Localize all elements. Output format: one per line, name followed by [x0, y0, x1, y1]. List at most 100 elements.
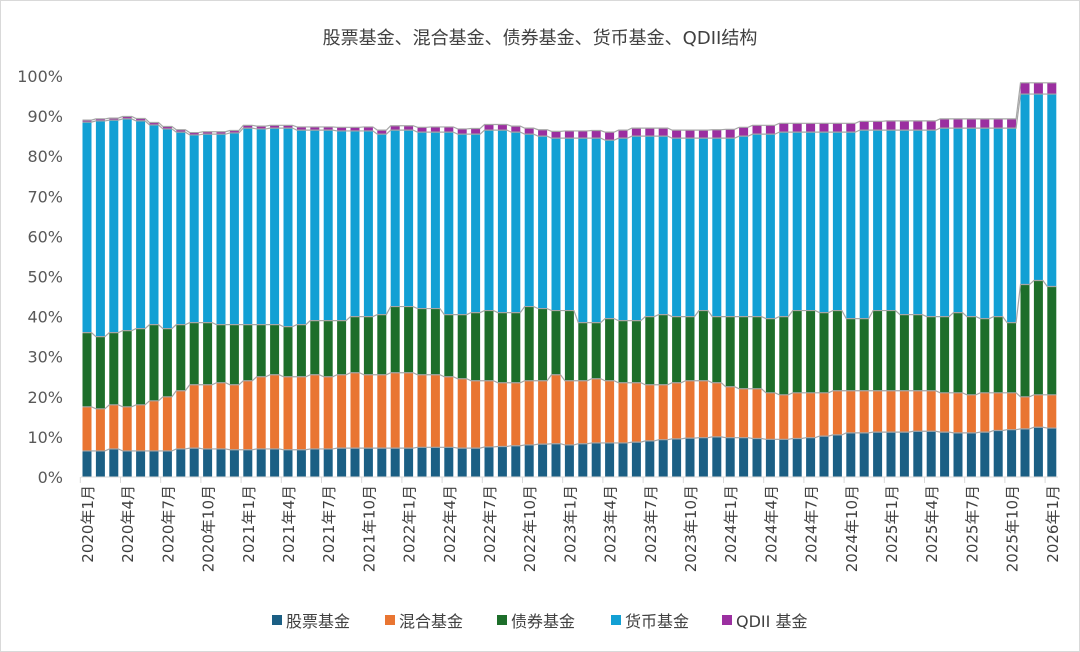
bar-segment — [832, 123, 842, 133]
bar-segment — [444, 376, 454, 448]
bar-segment — [658, 384, 668, 440]
bar-segment — [725, 316, 735, 387]
bar-segment — [457, 448, 467, 477]
bar-segment — [538, 308, 548, 381]
bar-segment — [779, 439, 789, 477]
bar-segment — [256, 448, 266, 477]
bar-segment — [511, 312, 521, 383]
bar-segment — [122, 330, 132, 407]
x-tick-label: 2021年7月 — [320, 485, 338, 563]
bar-segment — [229, 132, 239, 325]
bar-segment — [1007, 322, 1017, 393]
bar-segment — [645, 136, 655, 317]
x-tick-label: 2024年4月 — [762, 485, 780, 563]
bar-segment — [953, 128, 963, 313]
bar-segment — [725, 138, 735, 317]
bar-segment — [95, 118, 105, 121]
x-tick-label: 2020年4月 — [119, 485, 137, 563]
bar-segment — [176, 390, 186, 449]
bar-segment — [1033, 94, 1043, 281]
bar-segment — [497, 124, 507, 131]
x-tick-label: 2022年7月 — [481, 485, 499, 563]
bar-segment — [484, 446, 494, 477]
bar-segment — [296, 376, 306, 450]
bar-segment — [846, 318, 856, 391]
bar-segment — [712, 382, 722, 437]
bar-segment — [618, 382, 628, 443]
bar-segment — [819, 123, 829, 133]
bar-segment — [819, 312, 829, 393]
x-tick-label: 2024年1月 — [722, 485, 740, 563]
bar-segment — [122, 406, 132, 451]
bar-segment — [430, 374, 440, 448]
bar-segment — [229, 130, 239, 133]
bar-segment — [792, 438, 802, 477]
bar-segment — [363, 130, 373, 317]
chart-title: 股票基金、混合基金、债券基金、货币基金、QDII结构 — [323, 28, 758, 49]
legend: 股票基金 混合基金 债券基金 货币基金 QDII 基金 — [272, 612, 807, 631]
bar-segment — [658, 439, 668, 477]
bars — [82, 82, 1057, 477]
bar-segment — [564, 444, 574, 477]
bar-segment — [792, 310, 802, 393]
bar-segment — [1020, 396, 1030, 429]
x-tick-label: 2023年7月 — [642, 485, 660, 563]
bar-segment — [176, 324, 186, 391]
bar-segment — [538, 380, 548, 445]
bar-segment — [524, 134, 534, 307]
bar-segment — [404, 448, 414, 477]
bar-segment — [363, 448, 373, 477]
bar-segment — [270, 128, 280, 325]
bar-segment — [430, 447, 440, 477]
y-tick-label: 40% — [27, 308, 63, 327]
bar-segment — [444, 314, 454, 377]
bar-segment — [926, 120, 936, 131]
bar-segment — [256, 376, 266, 449]
bar-segment — [551, 443, 561, 477]
bar-segment — [417, 127, 427, 133]
bar-segment — [538, 129, 548, 137]
bar-segment — [350, 130, 360, 317]
bar-segment — [698, 437, 708, 477]
legend-label: 债券基金 — [511, 612, 575, 631]
bar-segment — [203, 384, 213, 449]
bar-segment — [203, 322, 213, 385]
bar-segment — [792, 132, 802, 311]
bar-segment — [886, 390, 896, 433]
bar-segment — [524, 380, 534, 445]
bar-segment — [899, 130, 909, 315]
bar-segment — [283, 128, 293, 327]
bar-segment — [752, 388, 762, 439]
bar-segment — [645, 440, 655, 477]
bar-segment — [296, 324, 306, 377]
bar-segment — [966, 394, 976, 433]
bar-segment — [859, 390, 869, 433]
bar-segment — [779, 132, 789, 317]
bar-segment — [685, 438, 695, 477]
bar-segment — [591, 378, 601, 443]
bar-segment — [82, 450, 92, 477]
bar-segment — [913, 314, 923, 391]
bar-segment — [859, 432, 869, 477]
bar-segment — [484, 130, 494, 311]
bar-segment — [739, 388, 749, 438]
bar-segment — [806, 310, 816, 393]
bar-segment — [940, 432, 950, 477]
bar-segment — [551, 131, 561, 139]
bar-segment — [243, 449, 253, 477]
bar-segment — [109, 120, 119, 333]
bar-segment — [846, 432, 856, 477]
bar-segment — [913, 431, 923, 477]
bar-segment — [417, 447, 427, 477]
bar-segment — [953, 432, 963, 477]
bar-segment — [497, 312, 507, 383]
bar-segment — [685, 138, 695, 317]
bar-segment — [605, 318, 615, 381]
bar-segment — [564, 310, 574, 381]
bar-segment — [1007, 429, 1017, 477]
bar-segment — [377, 374, 387, 449]
bar-segment — [591, 322, 601, 379]
bar-segment — [859, 130, 869, 319]
bar-segment — [873, 310, 883, 391]
